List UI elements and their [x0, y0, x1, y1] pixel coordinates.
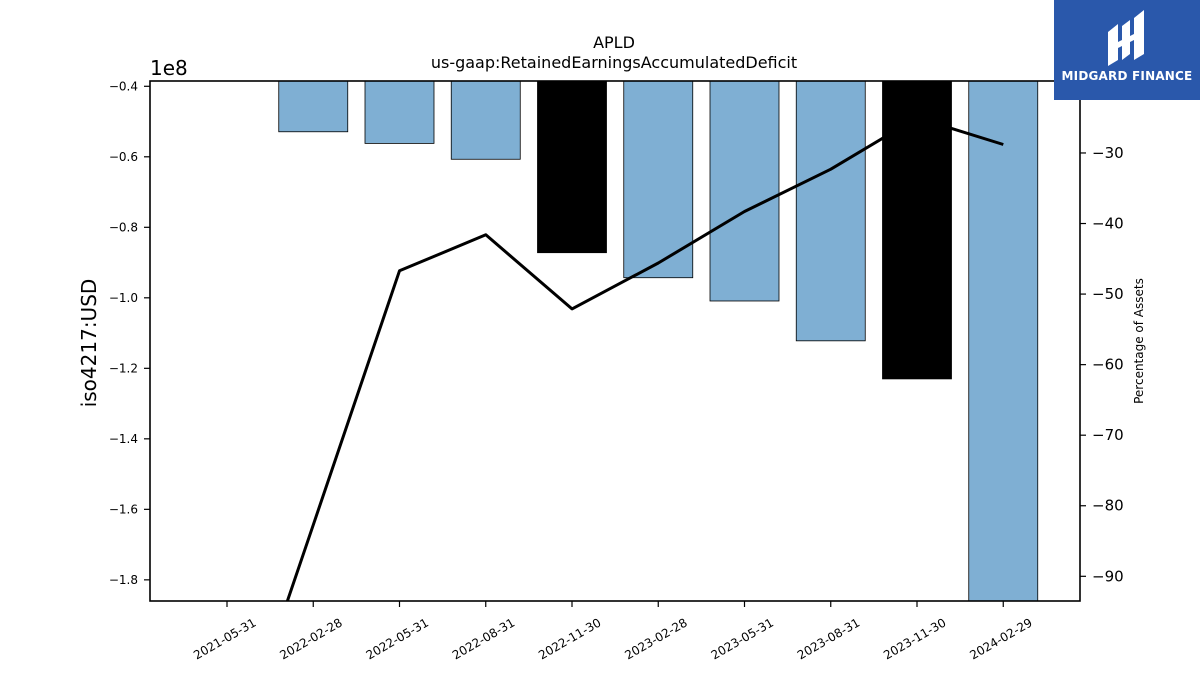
x-tick-label: 2023-11-30 — [881, 615, 948, 662]
y2-tick-label: −70 — [1092, 426, 1124, 444]
y2-tick-label: −30 — [1092, 144, 1124, 162]
bar-2023-08-31 — [795, 80, 866, 342]
y2-tick-label: −80 — [1092, 497, 1124, 515]
bar-2022-11-30 — [537, 80, 607, 254]
y2-tick-label: −90 — [1092, 567, 1124, 585]
line-group — [285, 116, 1004, 601]
x-tick-label: 2023-08-31 — [795, 615, 862, 662]
y2-tick-label: −50 — [1092, 285, 1124, 303]
x-tick-label: 2022-08-31 — [450, 615, 517, 662]
x-tick-label: 2023-05-31 — [709, 615, 776, 662]
bar-2022-08-31 — [450, 80, 521, 160]
y-tick-label: −0.4 — [109, 79, 138, 93]
chart-title: APLD — [593, 33, 635, 52]
plot-frame — [149, 80, 1081, 602]
bar-2023-05-31 — [709, 80, 780, 302]
y-tick-label: −1.6 — [109, 502, 138, 516]
y-tick-label: −1.8 — [109, 573, 138, 587]
x-tick-label: 2024-02-29 — [967, 615, 1034, 662]
y-tick-label: −0.8 — [109, 220, 138, 234]
midgard-logo-icon — [1108, 10, 1144, 66]
y2-tick-label: −60 — [1092, 356, 1124, 374]
bar-2022-05-31 — [364, 80, 435, 144]
x-tick-label: 2022-02-28 — [277, 615, 344, 662]
y-tick-label: −1.2 — [109, 361, 138, 375]
bar-2023-02-28 — [623, 80, 694, 279]
bar-2022-02-28 — [278, 80, 349, 133]
x-tick-label: 2023-02-28 — [622, 615, 689, 662]
x-tick-label: 2022-05-31 — [364, 615, 431, 662]
logo-text: MIDGARD FINANCE — [1061, 69, 1193, 83]
line-percentage-of-assets — [285, 116, 1004, 601]
y-tick-label: −0.6 — [109, 150, 138, 164]
chart-subtitle: us-gaap:RetainedEarningsAccumulatedDefic… — [431, 53, 797, 72]
x-tick-label: 2022-11-30 — [536, 615, 603, 662]
bar-2024-02-29 — [968, 80, 1039, 602]
y2-axis-label: Percentage of Assets — [1132, 278, 1146, 404]
x-tick-label: 2021-05-31 — [191, 615, 258, 662]
y-axis-label: iso4217:USD — [77, 279, 101, 408]
bars-group — [278, 80, 1039, 602]
y2-tick-label: −40 — [1092, 215, 1124, 233]
brand-logo: MIDGARD FINANCE — [1054, 0, 1200, 100]
y-offset-label: 1e8 — [150, 56, 188, 80]
y-tick-label: −1.0 — [109, 291, 138, 305]
y-tick-label: −1.4 — [109, 432, 138, 446]
